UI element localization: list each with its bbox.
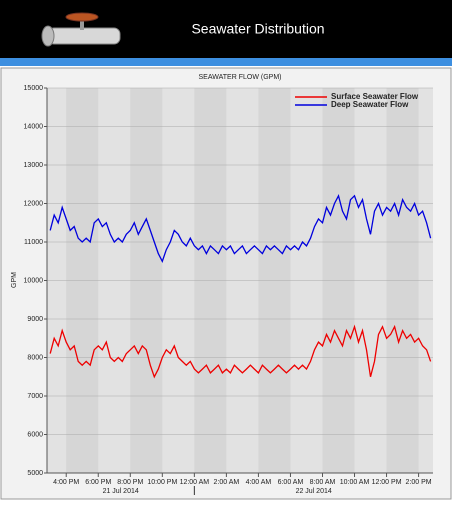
legend-label: Surface Seawater Flow bbox=[331, 92, 419, 101]
y-tick-label: 14000 bbox=[24, 123, 44, 130]
x-tick-label: 2:00 PM bbox=[406, 479, 432, 486]
y-tick-label: 9000 bbox=[27, 316, 43, 323]
y-tick-label: 7000 bbox=[27, 393, 43, 400]
y-tick-label: 10000 bbox=[24, 277, 44, 284]
series-line bbox=[49, 324, 432, 379]
x-tick-label: 6:00 PM bbox=[85, 479, 111, 486]
y-axis-label: GPM bbox=[11, 272, 18, 288]
x-tick-label: 2:00 AM bbox=[214, 479, 240, 486]
y-tick-label: 11000 bbox=[24, 239, 43, 246]
y-tick-label: 15000 bbox=[24, 85, 44, 92]
x-tick-label: 6:00 AM bbox=[278, 479, 304, 486]
series-line bbox=[49, 193, 432, 263]
y-tick-label: 12000 bbox=[24, 200, 44, 207]
y-tick-label: 13000 bbox=[24, 162, 44, 169]
header-title: Seawater Distribution bbox=[191, 21, 324, 37]
chart-title: SEAWATER FLOW (GPM) bbox=[199, 74, 282, 81]
x-tick-label: 10:00 PM bbox=[147, 479, 177, 486]
date-label: 21 Jul 2014 bbox=[103, 488, 139, 495]
x-tick-label: 4:00 AM bbox=[246, 479, 272, 486]
x-tick-label: 10:00 AM bbox=[340, 479, 370, 486]
x-tick-label: 8:00 PM bbox=[117, 479, 143, 486]
header-strip bbox=[0, 58, 452, 66]
x-tick-label: 12:00 AM bbox=[180, 479, 210, 486]
pipe-icon bbox=[41, 12, 121, 47]
x-tick-label: 4:00 PM bbox=[53, 479, 79, 486]
y-tick-label: 5000 bbox=[27, 470, 43, 477]
y-tick-label: 8000 bbox=[27, 354, 43, 361]
legend-label: Deep Seawater Flow bbox=[331, 100, 409, 109]
date-label: 22 Jul 2014 bbox=[296, 488, 332, 495]
x-tick-label: 8:00 AM bbox=[310, 479, 336, 486]
y-tick-label: 6000 bbox=[27, 431, 43, 438]
x-tick-label: 12:00 PM bbox=[372, 479, 402, 486]
